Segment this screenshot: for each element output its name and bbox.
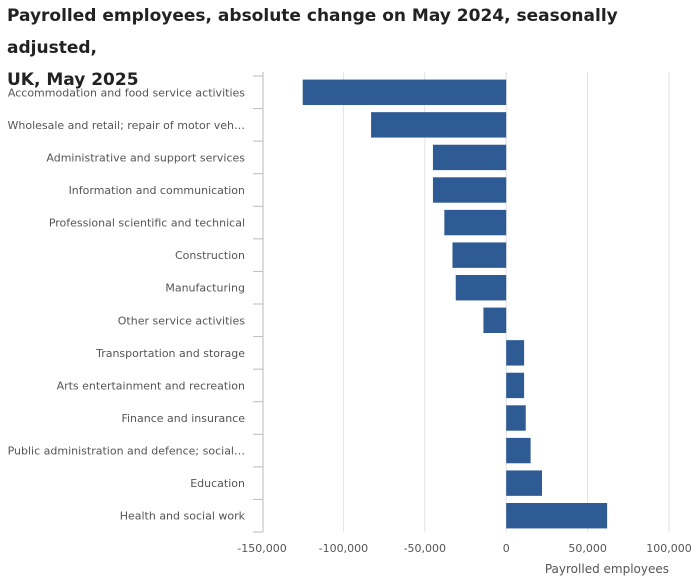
category-label: Accommodation and food service activitie… [8,86,245,99]
chart-title-line-2: UK, May 2025 [7,70,139,90]
category-label: Education [190,477,245,490]
category-label: Arts entertainment and recreation [57,379,245,392]
bar[interactable] [455,275,507,301]
bar[interactable] [371,112,507,138]
x-tick-labels: -150,000 -100,000 -50,000 0 50,000 100,000 [237,542,691,555]
x-tick-label: 0 [503,542,510,555]
bar[interactable] [432,144,507,171]
category-labels: Accommodation and food service activitie… [7,86,245,522]
chart-title-line-1: Payrolled employees, absolute change on … [7,6,618,58]
category-label: Information and communication [69,184,245,197]
bar[interactable] [483,307,507,333]
category-label: Manufacturing [165,282,245,295]
category-label: Public administration and defence; socia… [8,445,245,458]
bar[interactable] [506,470,543,496]
bar[interactable] [506,340,525,366]
category-label: Professional scientific and technical [49,217,245,230]
category-label: Administrative and support services [46,151,245,164]
x-tick-label: 100,000 [646,542,692,555]
category-label: Finance and insurance [121,412,245,425]
bar[interactable] [506,372,525,399]
gridlines [342,72,670,532]
bar[interactable] [506,437,531,464]
bars [302,79,608,529]
category-label: Construction [175,249,245,262]
bar[interactable] [432,177,507,203]
bar[interactable] [506,405,526,431]
x-tick-label: -100,000 [319,542,368,555]
bar[interactable] [452,242,507,268]
category-label: Health and social work [120,510,246,523]
x-axis-title: Payrolled employees [545,562,669,576]
category-label: Other service activities [118,314,245,327]
x-tick-label: -50,000 [404,542,446,555]
category-label: Transportation and storage [95,347,245,360]
category-label: Wholesale and retail; repair of motor ve… [7,119,245,132]
bar[interactable] [302,79,507,105]
bar[interactable] [506,503,608,529]
chart-title: Payrolled employees, absolute change on … [7,0,687,96]
category-axis [253,72,264,533]
bar[interactable] [444,209,507,236]
x-tick-label: -150,000 [237,542,286,555]
x-tick-label: 50,000 [568,542,607,555]
